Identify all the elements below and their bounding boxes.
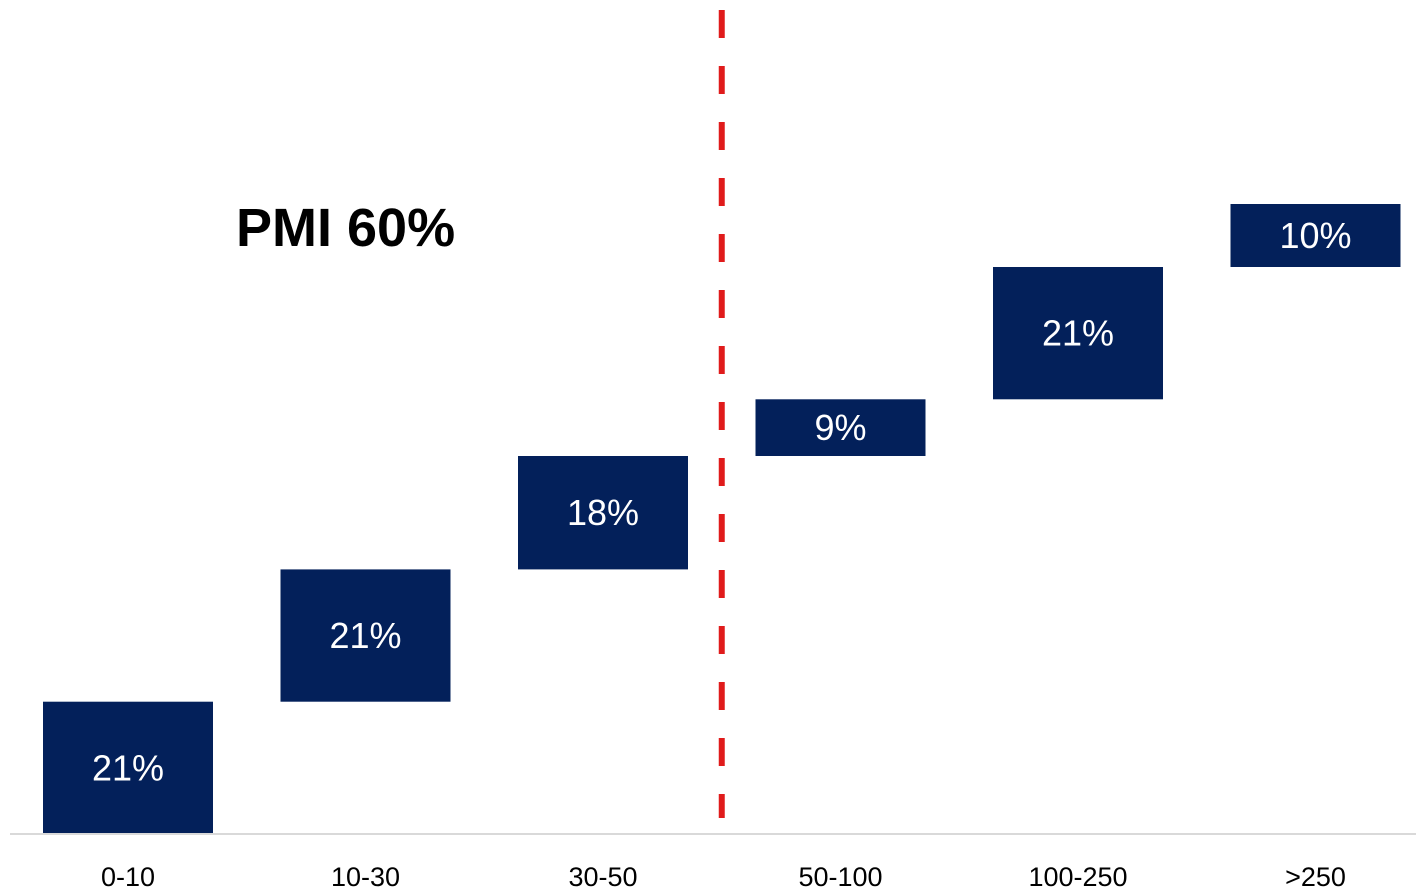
bar-1 — [280, 569, 451, 702]
bar-0 — [43, 701, 213, 834]
bar-value-label-0: 21% — [92, 747, 164, 788]
bar-3 — [755, 399, 926, 456]
bar-4 — [993, 267, 1163, 400]
x-tick-label-1: 10-30 — [331, 862, 400, 890]
bar-value-label-5: 10% — [1279, 215, 1351, 256]
bar-5 — [1230, 204, 1401, 267]
x-tick-label-3: 50-100 — [798, 862, 882, 890]
bar-value-label-3: 9% — [814, 407, 866, 448]
x-tick-label-0: 0-10 — [101, 862, 155, 890]
bars-layer — [43, 204, 1401, 834]
bar-2 — [518, 456, 688, 570]
x-tick-label-5: >250 — [1285, 862, 1346, 890]
bar-value-label-1: 21% — [329, 615, 401, 656]
pmi-annotation: PMI 60% — [236, 198, 455, 258]
value-labels-layer: 21% 21% 18% 9% 21% 10% — [92, 215, 1352, 788]
bar-value-label-2: 18% — [567, 492, 639, 533]
x-tick-labels-layer: 0-10 10-30 30-50 50-100 100-250 >250 — [101, 862, 1346, 890]
bar-value-label-4: 21% — [1042, 313, 1114, 354]
x-tick-label-2: 30-50 — [568, 862, 637, 890]
x-tick-label-4: 100-250 — [1028, 862, 1127, 890]
